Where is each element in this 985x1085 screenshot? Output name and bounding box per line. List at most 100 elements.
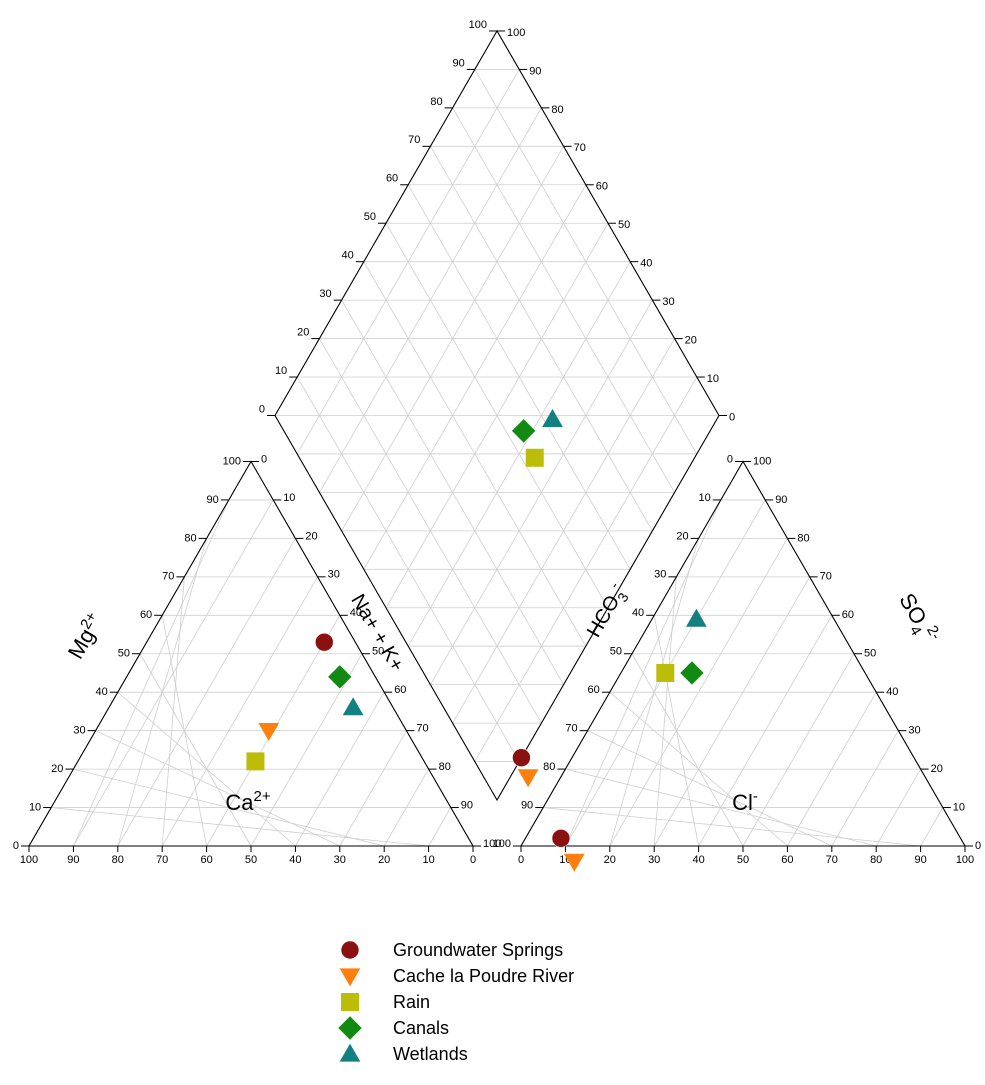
grid-layer <box>51 69 944 847</box>
cation-gridline <box>117 691 296 847</box>
diamond-right-tick-label: 50 <box>618 219 630 231</box>
nak-tick-label: 50 <box>372 646 384 658</box>
cl-tick-label: 90 <box>914 854 926 866</box>
anion-gridline <box>631 653 744 847</box>
nak-tick-label: 80 <box>439 761 451 773</box>
mg-tick-label: 20 <box>51 763 63 775</box>
diamond-left-tick-label: 80 <box>430 96 442 108</box>
diamond-left-tick-label: 70 <box>408 134 420 146</box>
anion-right-axis-title: SO42- <box>890 588 944 650</box>
diamond-left-tick-label: 20 <box>297 326 309 338</box>
nak-tick-label: 60 <box>394 684 406 696</box>
cation-gridline <box>428 807 452 847</box>
anion-point-canals <box>680 661 704 685</box>
mg-tick-label: 10 <box>29 801 41 813</box>
nak-tick-label: 70 <box>416 723 428 735</box>
diamond-point-cache-la-poudre-river <box>517 769 539 788</box>
diamond-right-tick-label: 40 <box>640 258 652 270</box>
mg-tick-label: 40 <box>96 686 108 698</box>
cation-gridline <box>139 653 252 847</box>
cl-tick-label: 70 <box>826 854 838 866</box>
ca-sup: 2+ <box>254 788 271 805</box>
ca-tick-label: 80 <box>112 854 124 866</box>
diamond-left-tick-label: 60 <box>386 173 398 185</box>
cation-left-axis-title: Mg2+ <box>62 609 108 663</box>
ca-tick-label: 60 <box>200 854 212 866</box>
so4-tick-label: 50 <box>864 648 876 660</box>
diamond-left-tick-label: 90 <box>453 57 465 69</box>
ca-tick-label: 0 <box>470 854 476 866</box>
anion-point-cache-la-poudre-river <box>563 853 585 872</box>
anion-gridline <box>787 691 877 847</box>
diamond-point-rain <box>525 448 544 467</box>
legend-marker-canals <box>338 1016 362 1040</box>
nak-tick-label: 20 <box>305 530 317 542</box>
hco3-tick-label: 60 <box>588 684 600 696</box>
diamond-right-tick-label: 0 <box>729 411 735 423</box>
cation-point-canals <box>328 665 352 689</box>
cl-tick-label: 80 <box>870 854 882 866</box>
so4-tick-label: 20 <box>931 763 943 775</box>
hco3-tick-label: 90 <box>521 799 533 811</box>
hco3-tick-label: 10 <box>699 492 711 504</box>
nak-tick-label: 0 <box>261 453 267 465</box>
ca-tick-label: 10 <box>422 854 434 866</box>
nak-tick-label: 100 <box>483 838 501 850</box>
diamond-left-tick-label: 30 <box>319 288 331 300</box>
anion-gridline <box>920 807 944 847</box>
nak-tick-label: 30 <box>328 569 340 581</box>
tick-layer: 0000000010101010101010102020202020202020… <box>13 19 981 866</box>
mg-tick-label: 50 <box>118 648 130 660</box>
mg-tick-label: 70 <box>162 571 174 583</box>
cation-gridline <box>51 807 429 847</box>
so4-tick-label: 100 <box>753 455 771 467</box>
cl-tick-label: 50 <box>737 854 749 866</box>
diamond-right-tick-label: 100 <box>507 27 525 39</box>
legend-label-wetlands: Wetlands <box>393 1044 468 1064</box>
hco3-tick-label: 40 <box>632 607 644 619</box>
so4-tick-label: 30 <box>908 725 920 737</box>
mg-sup: 2+ <box>77 609 100 633</box>
diamond-right-tick-label: 10 <box>707 373 719 385</box>
diamond-left-tick-label: 50 <box>364 211 376 223</box>
mg-tick-label: 80 <box>184 532 196 544</box>
cation-gridline <box>339 730 407 847</box>
so4-sup: 2- <box>923 623 944 643</box>
nak-tick-label: 10 <box>283 492 295 504</box>
diamond-point-groundwater-springs <box>512 748 531 768</box>
diamond-left-tick-label: 100 <box>469 19 487 31</box>
cation-gridline <box>161 576 318 847</box>
legend-label-rain: Rain <box>393 992 430 1012</box>
ca-base: Ca <box>225 790 254 815</box>
legend-marker-wetlands <box>339 1043 361 1062</box>
so4-tick-label: 10 <box>953 801 965 813</box>
legend-label-canals: Canals <box>393 1018 449 1038</box>
anion-gridline <box>875 768 921 847</box>
hco3-tick-label: 20 <box>676 530 688 542</box>
cation-point-wetlands <box>342 697 364 716</box>
legend-marker-groundwater-springs <box>340 940 360 960</box>
cl-tick-label: 60 <box>781 854 793 866</box>
so4-tick-label: 80 <box>797 532 809 544</box>
cation-point-rain <box>246 752 265 771</box>
so4-tick-label: 70 <box>820 571 832 583</box>
so4-tick-label: 0 <box>975 840 981 852</box>
cl-tick-label: 0 <box>518 854 524 866</box>
hco3-tick-label: 100 <box>493 838 511 850</box>
legend-label-cache-la-poudre-river: Cache la Poudre River <box>393 966 574 986</box>
legend-marker-cache-la-poudre-river <box>339 968 361 987</box>
cation-right-axis-title: Na+ + K+ <box>346 591 408 676</box>
ca-tick-label: 90 <box>67 854 79 866</box>
hco3-sup: - <box>606 579 622 591</box>
anion-point-wetlands <box>686 608 707 627</box>
diamond-left-tick-label: 0 <box>259 403 265 415</box>
cation-gridline <box>383 768 429 847</box>
cation-gridline <box>95 730 340 847</box>
cation-gridline <box>295 691 385 847</box>
diamond-left-tick-label: 10 <box>275 365 287 377</box>
diamond-point-wetlands <box>542 408 563 427</box>
cl-tick-label: 40 <box>692 854 704 866</box>
so4-tick-label: 60 <box>842 609 854 621</box>
anion-gridline <box>742 653 855 847</box>
